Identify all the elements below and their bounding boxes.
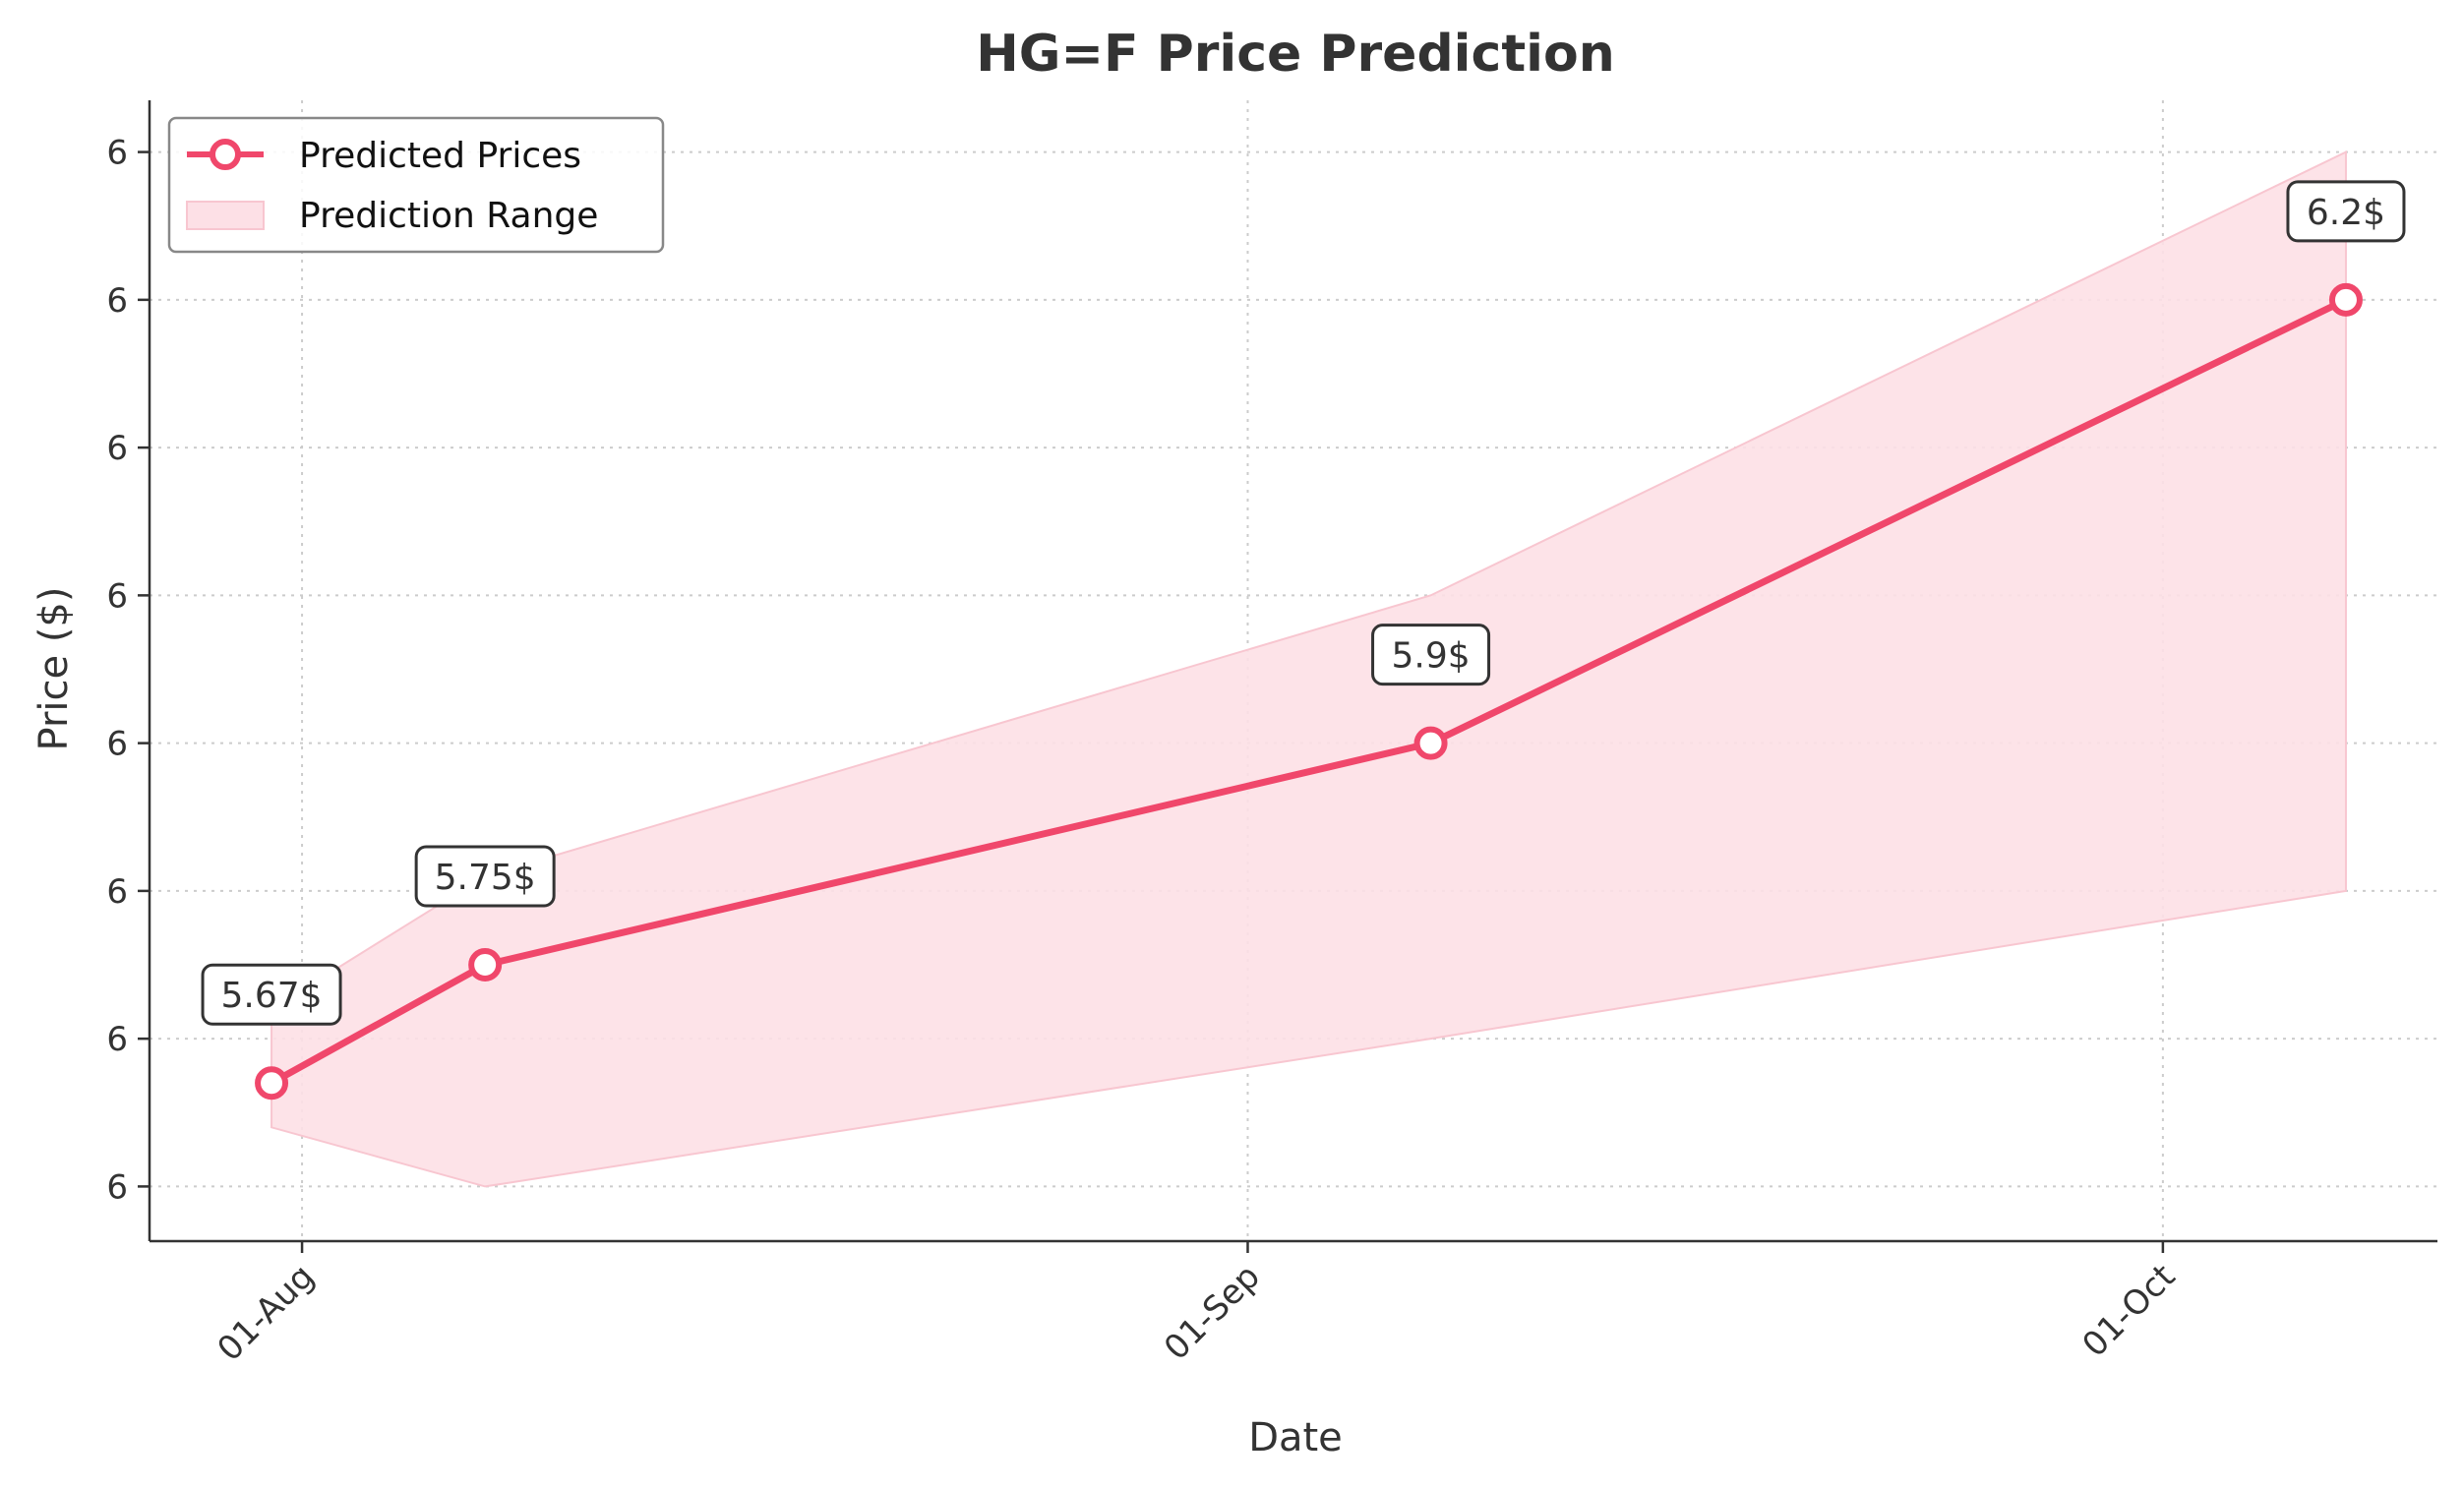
data-point <box>2328 282 2363 317</box>
data-label: 5.75$ <box>414 845 556 908</box>
chart-title: HG=F Price Prediction <box>976 25 1615 84</box>
legend-label-predicted-prices: Predicted Prices <box>299 136 581 176</box>
y-tick-label: 6 <box>106 281 128 321</box>
data-points <box>255 282 2363 1101</box>
x-ticks: 01-Aug 01-Sep 01-Oct <box>210 1241 2183 1369</box>
x-tick-label: 01-Oct <box>2074 1257 2183 1365</box>
x-axis-label: Date <box>1248 1415 1343 1460</box>
data-label: 5.9$ <box>1371 624 1491 686</box>
data-label-box <box>414 845 556 908</box>
x-tick-label: 01-Aug <box>210 1257 322 1369</box>
legend-range-swatch <box>186 201 265 230</box>
data-label-box <box>201 963 342 1026</box>
y-tick-label: 6 <box>106 725 128 764</box>
data-label: 6.2$ <box>2286 180 2406 243</box>
predicted-prices-line <box>270 296 2348 1087</box>
legend-point-marker <box>210 139 241 170</box>
data-label-text: 5.75$ <box>435 858 536 898</box>
data-point <box>255 1066 289 1101</box>
data-point <box>1413 726 1448 760</box>
y-axis-label: Price ($) <box>31 587 77 751</box>
y-tick-label: 6 <box>106 872 128 912</box>
y-tick-label: 6 <box>106 429 128 468</box>
y-tick-label: 6 <box>106 576 128 616</box>
y-tick-label: 6 <box>106 134 128 173</box>
data-labels: 5.67$ 5.75$ 5.9$ 6.2$ <box>201 180 2406 1026</box>
data-label-text: 5.9$ <box>1391 636 1470 677</box>
axes <box>148 100 2437 1243</box>
data-label-text: 5.67$ <box>221 976 323 1016</box>
data-point <box>468 948 503 982</box>
prediction-range-area <box>270 149 2347 1188</box>
y-tick-label: 6 <box>106 1020 128 1059</box>
legend-label-prediction-range: Prediction Range <box>299 196 598 236</box>
y-tick-label: 6 <box>106 1167 128 1207</box>
data-label-text: 6.2$ <box>2307 193 2385 233</box>
y-ticks: 6 6 6 6 6 6 6 6 <box>106 134 150 1207</box>
legend: Predicted Prices Prediction Range <box>167 116 665 254</box>
data-label: 5.67$ <box>201 963 342 1026</box>
legend-frame <box>167 116 665 254</box>
data-label-box <box>1371 624 1491 686</box>
x-tick-label: 01-Sep <box>1157 1257 1268 1368</box>
data-label-box <box>2286 180 2406 243</box>
